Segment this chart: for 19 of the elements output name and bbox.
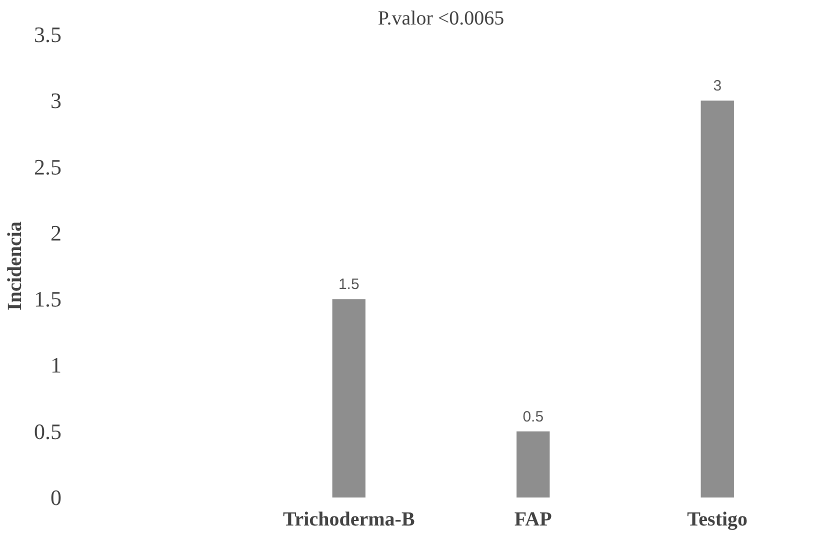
y-tick-label: 0 xyxy=(50,485,62,510)
y-tick-label: 3 xyxy=(50,88,62,114)
data-label: 0.5 xyxy=(522,408,544,426)
y-tick-label: 2.5 xyxy=(34,154,62,180)
y-axis-title: Incidencia xyxy=(4,222,26,310)
y-tick-label: 1 xyxy=(50,352,62,378)
data-label: 3 xyxy=(713,78,722,95)
y-tick-label: 0.5 xyxy=(34,418,62,444)
y-tick-label: 1.5 xyxy=(34,286,62,312)
chart-title: P.valor <0.0065 xyxy=(378,8,504,30)
y-tick-label: 2 xyxy=(50,220,62,246)
data-label: 1.5 xyxy=(338,276,360,294)
bar xyxy=(332,299,366,498)
bar xyxy=(516,431,550,498)
x-tick-label: Testigo xyxy=(687,508,748,530)
x-tick-label: FAP xyxy=(514,508,552,530)
x-tick-label: Trichoderma-B xyxy=(282,508,415,530)
y-tick-label: 3.5 xyxy=(34,22,62,47)
bar xyxy=(700,100,734,498)
